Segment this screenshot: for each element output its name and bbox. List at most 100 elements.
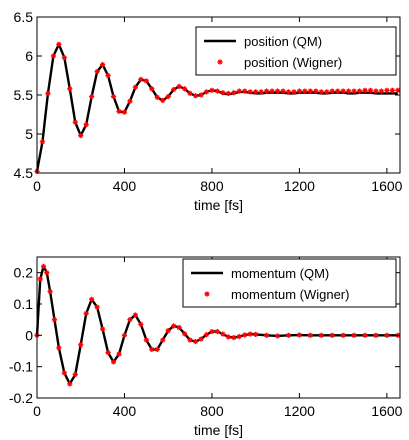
position-wigner-point [116,108,122,114]
position-wigner-point [127,98,133,104]
momentum-wigner-point [231,334,237,341]
position-x-axis-label: time [fs] [194,197,243,213]
x-tick-label: 800 [200,178,224,194]
momentum-legend-star [204,291,210,297]
momentum-wigner-point [340,332,346,338]
position-wigner-point [324,89,330,95]
position-wigner-point [247,89,253,95]
position-wigner-point [313,88,319,94]
position-wigner-point [56,41,62,47]
position-wigner-point [367,87,374,93]
momentum-wigner-point [373,332,379,338]
position-wigner-point [335,88,341,94]
momentum-wigner-point [182,331,188,337]
position-wigner-point [83,122,89,128]
position-wigner-point [329,88,335,94]
momentum-wigner-point [138,321,144,327]
position-wigner-point [264,88,270,94]
momentum-wigner-point [203,332,210,338]
position-wigner-point [274,88,281,94]
position-wigner-point [307,88,313,94]
position-wigner-point [121,109,128,115]
position-wigner-point [296,88,303,94]
momentum-legend-box [182,258,397,308]
x-tick-label: 400 [113,178,137,194]
momentum-wigner-point [176,324,182,331]
position-wigner-point [110,93,117,100]
momentum-wigner-point [116,351,122,357]
momentum-x-axis-label: time [fs] [194,422,243,438]
position-wigner-point [89,93,95,100]
momentum-wigner-point [44,270,50,276]
position-legend-marker-swatch [217,59,223,65]
position-wigner-point [253,89,259,95]
position-wigner-point [346,88,352,94]
position-wigner-point [192,93,199,99]
momentum-wigner-point [67,381,73,387]
position-wigner-point [138,76,144,82]
position-wigner-point [39,139,46,145]
position-wigner-point [132,84,139,90]
position-wigner-point [291,89,297,95]
x-tick-label: 1600 [371,178,402,194]
momentum-wigner-point [127,317,133,323]
momentum-wigner-point [83,310,89,316]
y-tick-label: 5 [25,126,33,142]
momentum-wigner-point [242,332,248,338]
position-wigner-point [143,78,149,84]
momentum-legend-label-wigner: momentum (Wigner) [231,287,349,302]
momentum-wigner-point [362,332,368,338]
momentum-wigner-point [247,331,253,337]
position-wigner-point [280,88,286,94]
position-wigner-point [45,90,51,97]
position-wigner-point [285,89,292,95]
position-wigner-point [242,88,248,94]
position-wigner-point [176,83,182,90]
momentum-wigner-point [214,328,221,335]
momentum-chart: 0 400 800 1200 1600 -0.2 -0.1 0 0.1 0.2 time [fs… [9,256,403,438]
position-wigner-point [258,89,264,95]
position-wigner-point [220,90,226,96]
momentum-wigner-point [192,339,199,345]
momentum-wigner-point [121,332,128,338]
momentum-wigner-point [149,346,155,353]
momentum-wigner-point [236,333,242,340]
momentum-wigner-point [384,332,390,338]
momentum-wigner-point [94,304,100,310]
position-wigner-point [203,89,210,95]
momentum-wigner-point [61,370,67,376]
position-wigner-point [269,88,275,94]
momentum-wigner-point [318,332,324,338]
momentum-plot-frame [36,256,401,399]
y-tick-label: 4.5 [14,165,34,181]
position-wigner-point [236,88,242,94]
position-wigner-point [378,88,385,94]
momentum-legend-marker-swatch [204,291,210,297]
momentum-wigner-point [329,332,335,338]
momentum-wigner-point [143,337,149,343]
momentum-wigner-point [105,349,111,356]
x-tick-label: 0 [33,178,41,194]
momentum-wigner-point [253,331,259,337]
position-wigner-point [198,92,204,98]
momentum-wigner-point [47,288,53,295]
position-legend-box [195,26,397,76]
position-wigner-point [165,93,171,100]
x-tick-label: 1600 [371,403,402,419]
momentum-wigner-point [187,337,193,343]
momentum-wigner-point [40,263,47,269]
momentum-wigner-point [72,371,78,378]
momentum-wigner-point [285,332,292,338]
momentum-wigner-point [351,332,357,338]
position-wigner-point [67,86,73,92]
position-wigner-point [182,86,188,92]
momentum-wigner-point [165,328,171,334]
position-x-tick-labels: 0 400 800 1200 1600 [33,178,403,194]
x-tick-label: 0 [33,403,41,419]
momentum-wigner-point [171,323,177,329]
position-wigner-point [389,87,395,93]
position-legend-star [217,59,223,65]
position-wigner-point [149,86,155,92]
position-wigner-point [302,88,308,94]
